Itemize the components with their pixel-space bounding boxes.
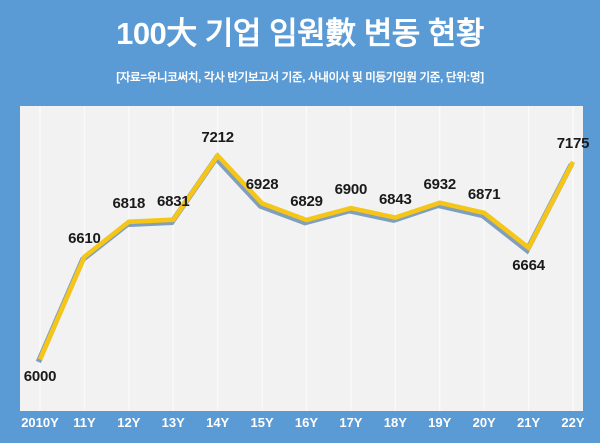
x-axis-tick: 11Y	[73, 415, 96, 430]
data-point-label: 6871	[467, 185, 501, 203]
x-axis: 2010Y 11Y 12Y 13Y 14Y 15Y 16Y 17Y 18Y 19Y 20Y 21Y 22…	[0, 413, 600, 443]
x-axis-tick: 22Y	[561, 415, 585, 430]
data-point-label: 6900	[334, 181, 368, 199]
series-line	[37, 151, 576, 361]
data-point-label: 6818	[112, 194, 146, 212]
x-axis-tick: 12Y	[117, 415, 141, 430]
x-axis-tick: 13Y	[161, 415, 185, 430]
x-axis-tick: 14Y	[206, 415, 230, 430]
data-point-label: 6000	[23, 368, 57, 386]
data-point-label: 6932	[423, 175, 457, 193]
x-axis-tick: 2010Y	[21, 415, 59, 430]
line-chart-svg	[35, 106, 576, 411]
x-axis-tick: 16Y	[294, 415, 319, 430]
page-title: 100大 기업 임원數 변동 현황	[116, 16, 484, 51]
gridlines	[39, 106, 574, 411]
x-axis-tick: 21Y	[517, 415, 541, 430]
x-axis-tick: 20Y	[472, 415, 496, 430]
chart-plot-area: 6000 6610 6818 6831 7212 6928 6829 6900 6843 6932…	[20, 106, 589, 411]
data-point-label: 7212	[201, 128, 234, 146]
data-point-label: 6843	[379, 190, 412, 208]
x-axis-tick: 17Y	[339, 415, 363, 430]
data-point-label: 6664	[512, 256, 545, 274]
data-point-label: 6610	[68, 229, 101, 247]
x-axis-tick: 19Y	[428, 415, 452, 430]
data-point-label: 6928	[245, 176, 279, 194]
x-axis-tick: 15Y	[250, 415, 274, 430]
data-point-label: 7175	[556, 134, 590, 152]
data-point-label: 6829	[290, 192, 323, 210]
chart-source-note: [자료=유니코써치, 각사 반기보고서 기준, 사내이사 및 미등기임원 기준,…	[116, 72, 484, 84]
x-axis-tick: 18Y	[383, 415, 407, 430]
data-point-label: 6831	[156, 192, 190, 210]
